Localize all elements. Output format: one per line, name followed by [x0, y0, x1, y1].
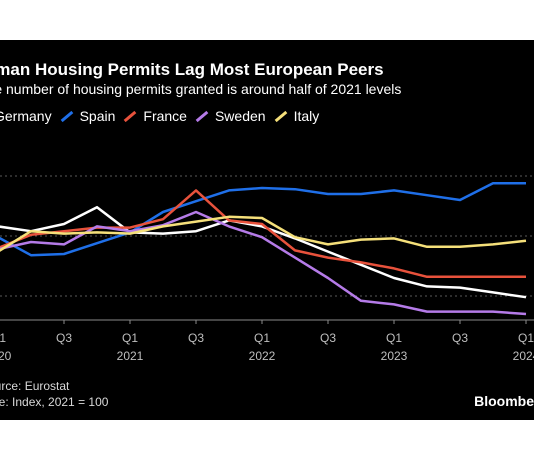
- chart-panel: German Housing Permits Lag Most European…: [0, 40, 534, 420]
- index-note: Note: Index, 2021 = 100: [0, 395, 109, 409]
- series-line-spain: [0, 181, 526, 257]
- legend-item-germany: Germany: [0, 108, 52, 124]
- x-tick-label: Q1: [254, 331, 270, 345]
- legend-item-sweden: Sweden: [195, 108, 266, 124]
- legend-label: Germany: [0, 108, 52, 124]
- legend-item-italy: Italy: [274, 108, 320, 124]
- series-line-france: [0, 189, 526, 279]
- chart-title: German Housing Permits Lag Most European…: [0, 60, 384, 79]
- legend-swatch: [60, 110, 73, 122]
- x-tick-label: Q3: [188, 331, 204, 345]
- x-tick-label: Q1: [518, 331, 534, 345]
- x-tick-label: Q3: [56, 331, 72, 345]
- legend: Germany Spain France Sweden Italy: [0, 108, 327, 124]
- x-tick-label: Q1: [0, 331, 6, 345]
- legend-item-spain: Spain: [60, 108, 116, 124]
- x-tick-year-label: 2020: [0, 349, 12, 363]
- legend-label: Spain: [79, 108, 116, 124]
- legend-label: France: [143, 108, 187, 124]
- x-tick-year-label: 2023: [381, 349, 408, 363]
- x-tick-label: Q1: [122, 331, 138, 345]
- legend-item-france: France: [123, 108, 187, 124]
- x-tick-year-label: 2021: [117, 349, 144, 363]
- legend-swatch: [195, 110, 209, 122]
- x-tick-year-label: 2022: [249, 349, 276, 363]
- chart-subtitle: The number of housing permits granted is…: [0, 81, 402, 97]
- series-line-germany: [0, 205, 527, 299]
- x-tick-label: Q3: [320, 331, 336, 345]
- source-note: Source: Eurostat: [0, 379, 70, 393]
- x-tick-label: Q1: [386, 331, 402, 345]
- series-line-sweden: [0, 210, 527, 316]
- legend-swatch: [124, 110, 137, 122]
- x-tick-label: Q3: [452, 331, 468, 345]
- series-line-italy: [0, 215, 527, 252]
- legend-label: Italy: [293, 108, 320, 124]
- legend-swatch: [274, 110, 287, 122]
- bloomberg-logo: Bloomberg: [474, 393, 534, 409]
- plot-area: Q1 2020 Q3 Q1 2021 Q3 Q1 2022 Q3 Q1 2023 Q3 Q1 2024: [0, 175, 534, 363]
- legend-label: Sweden: [214, 108, 266, 124]
- x-tick-year-label: 2024: [513, 349, 534, 363]
